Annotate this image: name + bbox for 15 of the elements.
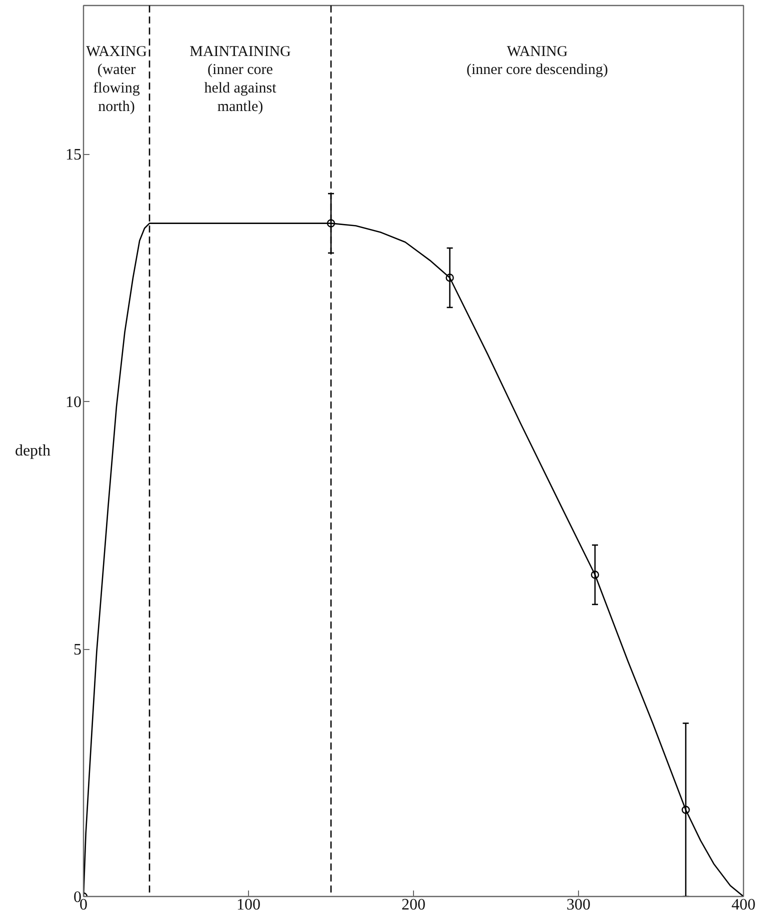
y-tick-label: 5 <box>74 642 82 658</box>
annotation: MAINTAINING (inner core held against mantle) <box>190 44 292 116</box>
point <box>326 219 336 228</box>
y-tick-label: 10 <box>66 394 82 411</box>
point <box>590 570 600 579</box>
x-tick-label: 300 <box>566 896 590 914</box>
y-axis-title: depth <box>14 442 50 460</box>
x-tick-label: 200 <box>402 896 426 914</box>
x-tick-label: 400 <box>732 896 756 914</box>
point <box>446 274 454 282</box>
annotation: WANING (inner core descending) <box>466 44 608 78</box>
y-tick-label: 15 <box>66 146 82 164</box>
annotation: WAXING (water flowing north) <box>86 44 148 116</box>
point <box>682 806 690 814</box>
x-tick-label: 100 <box>236 896 260 914</box>
